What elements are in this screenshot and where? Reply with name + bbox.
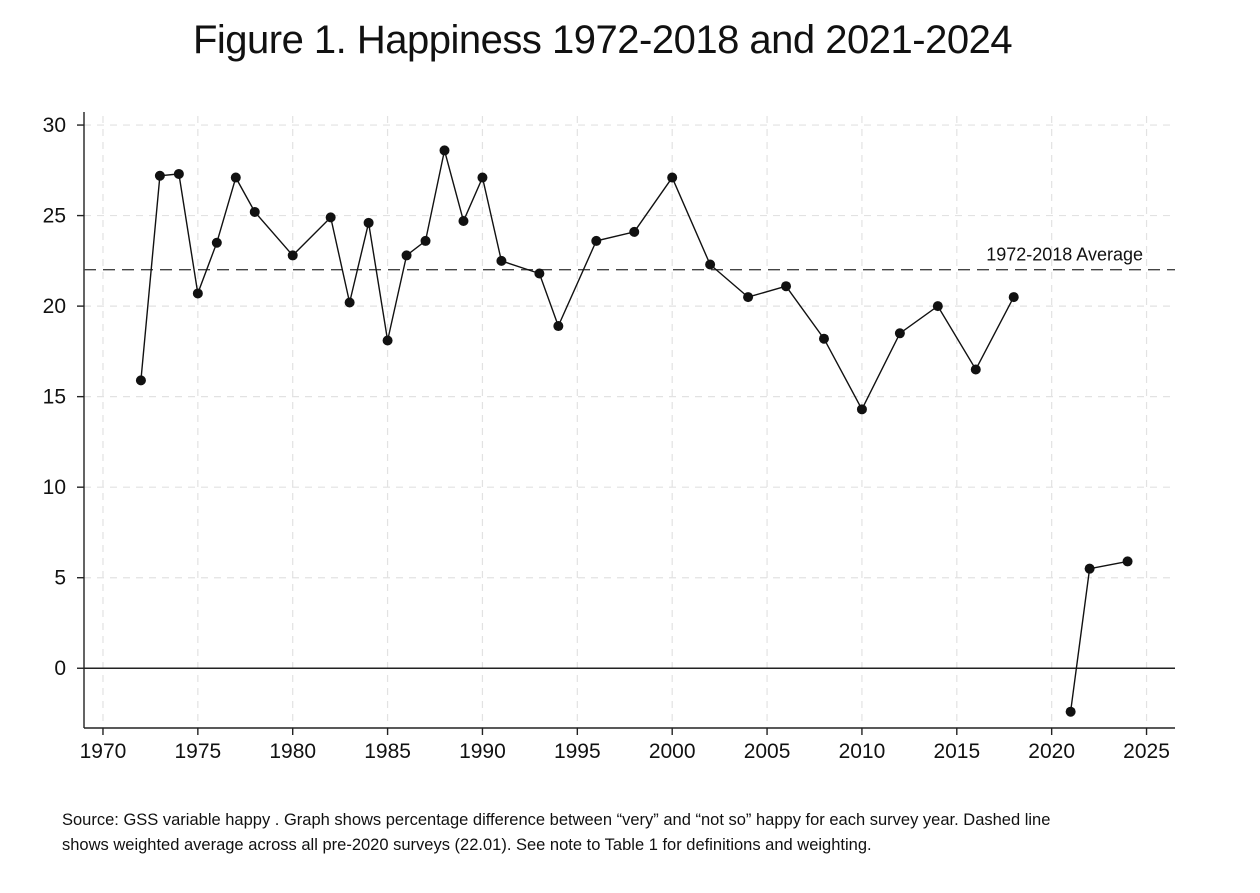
data-point-1975: [192, 288, 203, 299]
y-tick-label-15: 15: [43, 386, 66, 409]
data-point-1972: [135, 375, 146, 386]
data-point-1976: [211, 237, 222, 248]
y-tick-label-5: 5: [54, 567, 66, 590]
data-point-1998: [629, 226, 640, 237]
data-point-1983: [344, 297, 355, 308]
x-tick-label-2025: 2025: [1123, 740, 1170, 763]
x-tick-label-2000: 2000: [649, 740, 696, 763]
data-point-1991: [496, 255, 507, 266]
data-point-2010: [856, 404, 867, 415]
data-point-1988: [439, 145, 450, 156]
data-point-1977: [230, 172, 241, 183]
tick-labels: 1970 1975 1980 1985 1990 1995 2000 2005 2010 2015…: [43, 114, 1170, 763]
axes: [77, 112, 1175, 735]
data-point-1985: [382, 335, 393, 346]
data-point-1980: [287, 250, 298, 261]
data-point-1994: [553, 321, 564, 332]
data-point-1984: [363, 217, 374, 228]
x-tick-label-1980: 1980: [269, 740, 316, 763]
x-tick-label-1970: 1970: [80, 740, 127, 763]
data-point-1989: [458, 216, 469, 227]
data-point-2002: [705, 259, 716, 270]
y-tick-label-10: 10: [43, 476, 66, 499]
data-point-1978: [249, 206, 260, 217]
series-line-2021-2024: [1069, 560, 1128, 712]
x-tick-label-1990: 1990: [459, 740, 506, 763]
gridlines: [84, 116, 1175, 728]
caption-line-1: Source: GSS variable happy . Graph shows…: [62, 811, 1051, 829]
data-point-2016: [970, 364, 981, 375]
data-point-2024: [1122, 556, 1133, 567]
data-point-2006: [781, 281, 792, 292]
series-line-1972-2018: [140, 150, 1015, 411]
x-tick-label-1995: 1995: [554, 740, 601, 763]
data-point-1987: [420, 235, 431, 246]
y-tick-label-25: 25: [43, 205, 66, 228]
y-tick-label-0: 0: [54, 657, 66, 680]
y-tick-label-30: 30: [43, 114, 66, 137]
x-tick-label-2005: 2005: [744, 740, 791, 763]
data-point-1993: [534, 268, 545, 279]
data-point-2014: [932, 301, 943, 312]
data-series: [135, 145, 1133, 717]
x-tick-label-1985: 1985: [364, 740, 411, 763]
data-point-1974: [173, 168, 184, 179]
average-line-label: 1972-2018 Average: [986, 245, 1143, 265]
data-point-2012: [894, 328, 905, 339]
x-tick-label-2010: 2010: [839, 740, 886, 763]
x-tick-label-1975: 1975: [174, 740, 221, 763]
data-point-2021: [1065, 706, 1076, 717]
data-point-2000: [667, 172, 678, 183]
data-point-2008: [818, 333, 829, 344]
data-point-2022: [1084, 563, 1095, 574]
reference-lines: [84, 269, 1175, 669]
data-point-1990: [477, 172, 488, 183]
data-point-1973: [154, 170, 165, 181]
data-point-1996: [591, 235, 602, 246]
caption-line-2: shows weighted average across all pre-20…: [62, 836, 872, 854]
y-tick-label-20: 20: [43, 295, 66, 318]
x-tick-label-2015: 2015: [933, 740, 980, 763]
source-caption: Source: GSS variable happy . Graph shows…: [62, 808, 1237, 858]
data-point-1986: [401, 250, 412, 261]
data-point-2018: [1008, 292, 1019, 303]
chart-title: Figure 1. Happiness 1972-2018 and 2021-2…: [192, 18, 1013, 62]
x-tick-label-2020: 2020: [1028, 740, 1075, 763]
data-point-1982: [325, 212, 336, 223]
data-point-2004: [743, 292, 754, 303]
